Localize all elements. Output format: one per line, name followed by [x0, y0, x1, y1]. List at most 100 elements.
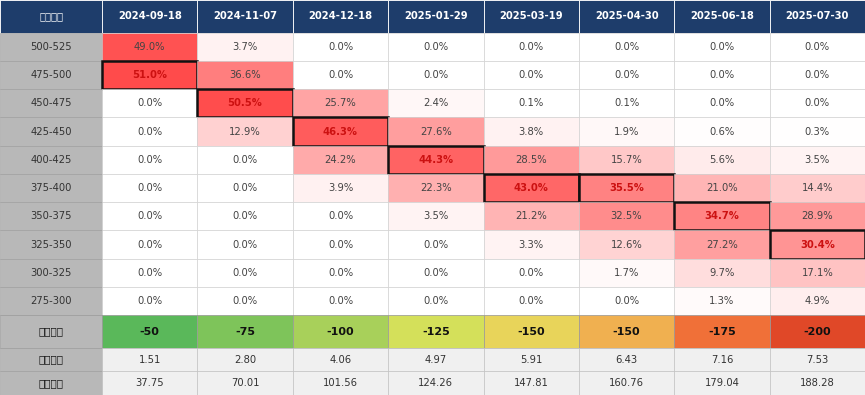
Bar [0, 174, 102, 202]
Text: 0.0%: 0.0% [328, 70, 353, 80]
Text: 28.9%: 28.9% [802, 211, 833, 221]
Bar [0, 230, 102, 259]
Text: 15.7%: 15.7% [611, 155, 643, 165]
Text: 101.56: 101.56 [323, 378, 358, 388]
Text: 7.53: 7.53 [806, 355, 829, 365]
Bar [292, 0, 388, 33]
Text: 0.0%: 0.0% [233, 155, 258, 165]
Bar [197, 202, 292, 230]
Text: 0.0%: 0.0% [709, 98, 734, 108]
Bar [579, 174, 674, 202]
Text: 3.7%: 3.7% [233, 42, 258, 52]
Bar [292, 117, 388, 146]
Text: 0.0%: 0.0% [233, 211, 258, 221]
Bar [579, 315, 674, 348]
Bar [484, 202, 579, 230]
Bar [102, 0, 197, 33]
Text: 12.6%: 12.6% [611, 240, 643, 250]
Text: 2.80: 2.80 [234, 355, 256, 365]
Text: 375-400: 375-400 [30, 183, 72, 193]
Bar [0, 146, 102, 174]
Bar [102, 146, 197, 174]
Text: 25.7%: 25.7% [324, 98, 356, 108]
Text: 一致预期: 一致预期 [39, 327, 63, 337]
Bar [674, 33, 770, 61]
Text: 49.0%: 49.0% [134, 42, 165, 52]
Text: 0.0%: 0.0% [328, 42, 353, 52]
Text: 9.7%: 9.7% [709, 268, 734, 278]
Bar [484, 287, 579, 315]
Bar [197, 348, 292, 371]
Text: 3.5%: 3.5% [804, 155, 830, 165]
Text: 1.3%: 1.3% [709, 296, 734, 306]
Bar [292, 202, 388, 230]
Text: 425-450: 425-450 [30, 126, 72, 137]
Bar [388, 371, 484, 395]
Text: 0.0%: 0.0% [233, 183, 258, 193]
Bar [579, 0, 674, 33]
Text: 325-350: 325-350 [30, 240, 72, 250]
Bar [770, 230, 865, 259]
Text: 0.0%: 0.0% [614, 42, 639, 52]
Bar [388, 146, 484, 174]
Bar [388, 117, 484, 146]
Bar [770, 146, 865, 174]
Bar [0, 259, 102, 287]
Bar [674, 371, 770, 395]
Text: 21.0%: 21.0% [706, 183, 738, 193]
Bar [388, 202, 484, 230]
Text: 0.3%: 0.3% [804, 126, 830, 137]
Bar [484, 259, 579, 287]
Bar [579, 89, 674, 117]
Bar [102, 287, 197, 315]
Text: 加权幅度: 加权幅度 [39, 378, 63, 388]
Bar [197, 371, 292, 395]
Text: 400-425: 400-425 [30, 155, 72, 165]
Bar [292, 315, 388, 348]
Bar [579, 259, 674, 287]
Text: 0.0%: 0.0% [614, 296, 639, 306]
Bar [292, 146, 388, 174]
Bar [579, 146, 674, 174]
Text: 160.76: 160.76 [609, 378, 644, 388]
Text: 2025-03-19: 2025-03-19 [499, 11, 563, 21]
Text: 0.0%: 0.0% [804, 98, 830, 108]
Bar [388, 259, 484, 287]
Text: 17.1%: 17.1% [802, 268, 833, 278]
Bar [102, 371, 197, 395]
Bar [579, 33, 674, 61]
Bar [484, 315, 579, 348]
Text: 35.5%: 35.5% [609, 183, 644, 193]
Text: 0.0%: 0.0% [138, 268, 163, 278]
Text: 179.04: 179.04 [704, 378, 740, 388]
Text: 6.43: 6.43 [616, 355, 638, 365]
Text: 3.3%: 3.3% [519, 240, 544, 250]
Text: -150: -150 [517, 327, 545, 337]
Bar [102, 117, 197, 146]
Bar [0, 287, 102, 315]
Text: 2.4%: 2.4% [423, 98, 448, 108]
Bar [197, 174, 292, 202]
Bar [770, 61, 865, 89]
Bar [484, 33, 579, 61]
Text: 28.5%: 28.5% [516, 155, 547, 165]
Bar [102, 348, 197, 371]
Bar [770, 259, 865, 287]
Text: 475-500: 475-500 [30, 70, 72, 80]
Text: 加权次数: 加权次数 [39, 355, 63, 365]
Text: 24.2%: 24.2% [324, 155, 356, 165]
Text: 0.0%: 0.0% [233, 240, 258, 250]
Bar [292, 33, 388, 61]
Bar [0, 33, 102, 61]
Text: 34.7%: 34.7% [704, 211, 740, 221]
Bar [770, 33, 865, 61]
Text: 2024-09-18: 2024-09-18 [118, 11, 182, 21]
Bar [579, 371, 674, 395]
Text: 37.75: 37.75 [136, 378, 164, 388]
Text: 0.0%: 0.0% [423, 70, 448, 80]
Text: 147.81: 147.81 [514, 378, 548, 388]
Bar [674, 146, 770, 174]
Text: 3.8%: 3.8% [519, 126, 544, 137]
Text: 350-375: 350-375 [30, 211, 72, 221]
Bar [0, 371, 102, 395]
